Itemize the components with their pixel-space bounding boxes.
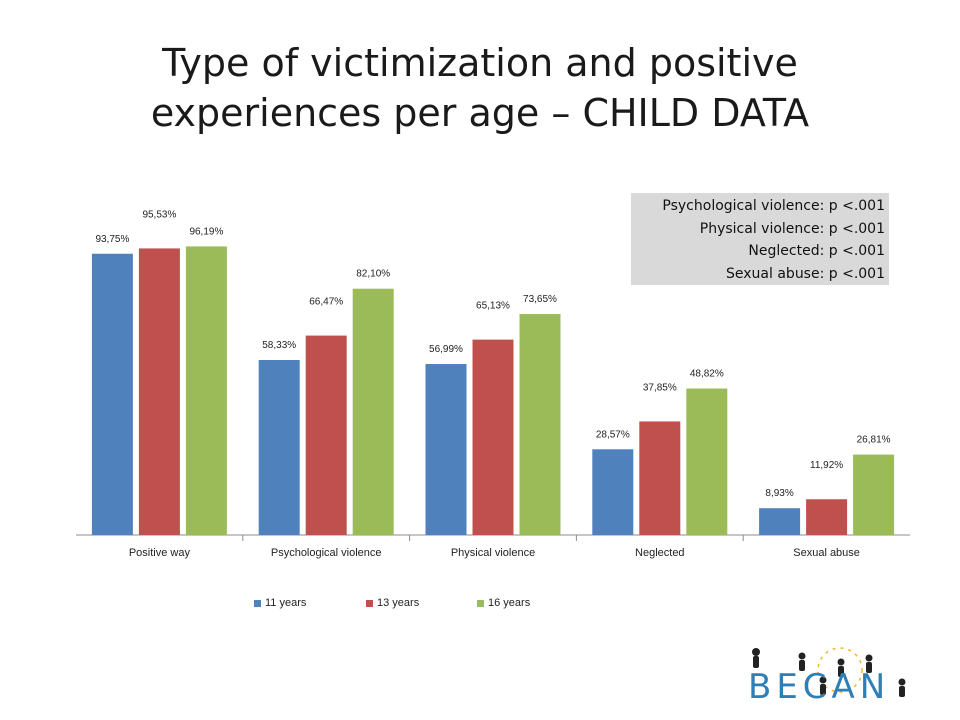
data-label: 26,81% bbox=[857, 435, 891, 446]
stat-line-psychological: Psychological violence: p <.001 bbox=[662, 198, 885, 214]
bar-16-years bbox=[352, 288, 394, 535]
bar-11-years bbox=[759, 508, 801, 535]
x-tick-label: Physical violence bbox=[451, 547, 535, 559]
data-label: 8,93% bbox=[765, 488, 793, 499]
x-tick-label: Positive way bbox=[129, 547, 191, 559]
legend-label-16-years: 16 years bbox=[488, 597, 531, 609]
data-label: 56,99% bbox=[429, 344, 463, 355]
stat-line-physical: Physical violence: p <.001 bbox=[699, 220, 885, 237]
bar-13-years bbox=[806, 499, 848, 535]
legend-swatch-13-years bbox=[366, 599, 373, 607]
bar-13-years bbox=[305, 335, 347, 535]
x-tick-label: Neglected bbox=[635, 547, 685, 559]
logo-figures bbox=[752, 648, 906, 697]
legend-item-11-years: 11 years bbox=[254, 597, 306, 609]
data-label: 96,19% bbox=[189, 226, 223, 237]
data-label: 48,82% bbox=[690, 369, 724, 380]
legend-item-16-years: 16 years bbox=[477, 597, 530, 609]
data-label: 66,47% bbox=[309, 297, 343, 308]
bar-16-years bbox=[519, 314, 561, 535]
data-label: 37,85% bbox=[643, 382, 677, 393]
legend-label-11-years: 11 years bbox=[265, 597, 307, 609]
stat-line-sexual-abuse: Sexual abuse: p <.001 bbox=[726, 265, 885, 282]
logo-wordmark: BECAN bbox=[748, 667, 890, 707]
legend-swatch-11-years bbox=[254, 599, 261, 607]
bar-13-years bbox=[639, 421, 681, 535]
chart-title: Type of victimization and positive exper… bbox=[0, 38, 960, 138]
chart-title-line2: experiences per age – CHILD DATA bbox=[150, 91, 810, 135]
data-label: 93,75% bbox=[95, 234, 129, 245]
data-label: 95,53% bbox=[142, 209, 176, 220]
bar-11-years bbox=[91, 253, 133, 535]
data-label: 73,65% bbox=[523, 294, 557, 305]
data-label: 58,33% bbox=[262, 340, 296, 351]
legend-swatch-16-years bbox=[477, 599, 484, 607]
x-tick-label: Psychological violence bbox=[271, 547, 382, 559]
logo-star-ring bbox=[817, 647, 863, 693]
legend-label-13-years: 13 years bbox=[377, 597, 420, 609]
chart-legend: 11 years 13 years 16 years bbox=[0, 597, 960, 613]
data-label: 11,92% bbox=[810, 460, 843, 471]
chart-title-line1: Type of victimization and positive bbox=[162, 41, 798, 85]
x-tick-label: Sexual abuse bbox=[793, 547, 860, 559]
legend-item-13-years: 13 years bbox=[366, 597, 419, 609]
bar-13-years bbox=[138, 248, 180, 535]
bar-16-years bbox=[185, 246, 227, 535]
bar-11-years bbox=[258, 360, 300, 535]
bar-16-years bbox=[686, 388, 728, 535]
data-label: 28,57% bbox=[596, 429, 630, 440]
becan-logo: BECAN bbox=[748, 647, 906, 707]
significance-box: Psychological violence: p <.001 Physical… bbox=[631, 193, 889, 285]
data-label: 82,10% bbox=[356, 269, 390, 280]
bar-11-years bbox=[425, 364, 467, 535]
bar-16-years bbox=[853, 454, 895, 535]
bar-11-years bbox=[592, 449, 634, 535]
stat-line-neglected: Neglected: p <.001 bbox=[748, 243, 885, 259]
bar-13-years bbox=[472, 339, 514, 535]
data-label: 65,13% bbox=[476, 301, 510, 312]
